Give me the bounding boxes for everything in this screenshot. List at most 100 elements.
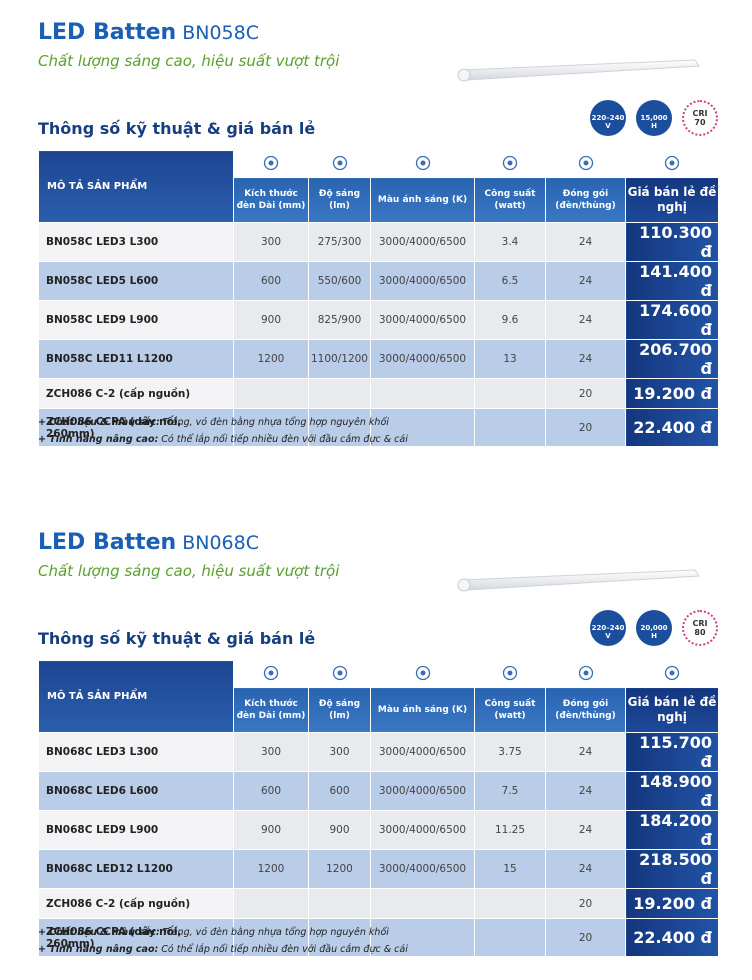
note-line: + Tính năng nâng cao: Có thể lắp nối tiếp… [38,941,408,958]
note-label: + Chất liệu & màu sắc: [38,417,160,428]
spec-cell: 1200 [233,849,309,889]
spec-cell: 24 [545,732,626,772]
price-cell: 184.200 đ [625,810,719,850]
spec-cell: 600 [233,771,309,811]
lifetime-unit: H [651,632,657,640]
spec-cell: 20 [545,408,626,447]
price-cell: 174.600 đ [625,300,719,340]
product-name: BN068C LED12 L1200 [38,849,234,889]
spec-cell: 900 [233,810,309,850]
spec-cell: 20 [545,378,626,409]
note-line: + Chất liệu & màu sắc: Trắng, vỏ đèn bằng… [38,924,408,941]
spec-icon [332,665,347,680]
spec-cell: 600 [233,261,309,301]
lifetime-value: 15,000 [640,114,668,122]
cri-label: CRI [692,619,708,628]
product-subtitle: Chất lượng sáng cao, hiệu suất vượt trội [38,562,340,580]
lamp-drawing [457,59,700,82]
note-line: + Tính năng nâng cao: Có thể lắp nối tiếp… [38,431,408,448]
note-text: Trắng, vỏ đèn bằng nhựa tổng hợp nguyên … [162,927,389,938]
product-title: LED Batten BN068C [38,530,259,555]
spec-cell: 3000/4000/6500 [370,849,475,889]
spec-cell: 9.6 [474,300,546,340]
spec-cell [370,378,475,409]
spec-icon [578,665,593,680]
price-cell: 206.700 đ [625,339,719,379]
spec-icon [502,665,518,680]
spec-cell [233,918,309,957]
spec-icon [332,155,347,170]
note-label: + Tính năng nâng cao: [38,944,159,955]
voltage-unit: V [605,632,611,640]
lamp-image [455,56,705,90]
spec-cell: 1200 [233,339,309,379]
header-cell: MÔ TẢ SẢN PHẨM [38,660,234,733]
icon-cell [370,150,475,178]
cri-value: 70 [694,118,706,127]
note-text: Trắng, vỏ đèn bằng nhựa tổng hợp nguyên … [162,417,389,428]
price-cell: 148.900 đ [625,771,719,811]
icon-cell [625,660,719,688]
product-subtitle: Chất lượng sáng cao, hiệu suất vượt trội [38,52,340,70]
spec-cell [308,888,371,919]
spec-icon [263,665,279,680]
spec-cell: 275/300 [308,222,371,262]
header-row: Kích thước đèn Dài (mm) Độ sáng (lm) Màu á… [39,687,719,733]
header-cell: Giá bán lẻ đề nghị [625,177,719,223]
product-name: BN058C LED11 L1200 [38,339,234,379]
icon-row: MÔ TẢ SẢN PHẨM [38,660,719,733]
product-section: LED Batten BN068C Chất lượng sáng cao, hiệ… [0,510,752,980]
product-section: LED Batten BN058C Chất lượng sáng cao, hiệ… [0,0,752,470]
note-text: Có thể lắp nối tiếp nhiều đèn với đầu cắ… [161,434,408,445]
note-text: Có thể lắp nối tiếp nhiều đèn với đầu cắ… [161,944,408,955]
product-name: BN058C LED9 L900 [38,300,234,340]
table-row: ZCH086 C-2 (cấp nguồn) 20 19.200 đ [38,378,719,409]
icon-cell [545,150,626,178]
price-cell: 22.400 đ [625,918,719,957]
spec-cell: 3000/4000/6500 [370,732,475,772]
icon-cell [308,150,371,178]
table-row: ZCH086 CCPA (dây nối, 260mm) 20 22.400 đ [38,918,719,957]
spec-icon [502,155,518,170]
header-row: Kích thước đèn Dài (mm) Độ sáng (lm) Màu á… [39,177,719,223]
lifetime-badge: 20,000 H [636,610,672,646]
table-row: BN068C LED9 L900 900 900 3000/4000/6500 11.2… [38,810,719,850]
icon-cell [474,150,546,178]
lifetime-unit: H [651,122,657,130]
table-row: BN068C LED3 L300 300 300 3000/4000/6500 3.75… [38,732,719,772]
icon-cell [474,660,546,688]
lifetime-badge: 15,000 H [636,100,672,136]
spec-cell [370,888,475,919]
product-name: BN068C LED9 L900 [38,810,234,850]
icon-cell [625,150,719,178]
spec-cell: 900 [233,300,309,340]
header-cell: Độ sáng (lm) [308,177,371,223]
spec-cell [474,378,546,409]
product-name: BN058C LED3 L300 [38,222,234,262]
spec-cell: 6.5 [474,261,546,301]
note-label: + Chất liệu & màu sắc: [38,927,160,938]
spec-heading: Thông số kỹ thuật & giá bán lẻ [38,629,316,648]
spec-icon [415,665,430,680]
voltage-unit: V [605,122,611,130]
voltage-value: 220–240 [591,114,625,122]
notes: + Chất liệu & màu sắc: Trắng, vỏ đèn bằng… [38,924,408,958]
icon-cell [370,660,475,688]
spec-cell [233,888,309,919]
icon-cell [233,150,309,178]
voltage-badge: 220–240 V [590,100,626,136]
cri-value: 80 [694,628,706,637]
spec-cell: 24 [545,222,626,262]
product-model: BN058C [182,22,259,44]
spec-cell: 7.5 [474,771,546,811]
spec-cell: 20 [545,918,626,957]
lamp-drawing [457,569,700,592]
spec-cell: 3000/4000/6500 [370,300,475,340]
header-cell: Kích thước đèn Dài (mm) [233,177,309,223]
spec-cell: 13 [474,339,546,379]
header-cell: MÔ TẢ SẢN PHẨM [38,150,234,223]
spec-cell: 24 [545,261,626,301]
notes: + Chất liệu & màu sắc: Trắng, vỏ đèn bằng… [38,414,408,448]
spec-icon [664,665,680,680]
